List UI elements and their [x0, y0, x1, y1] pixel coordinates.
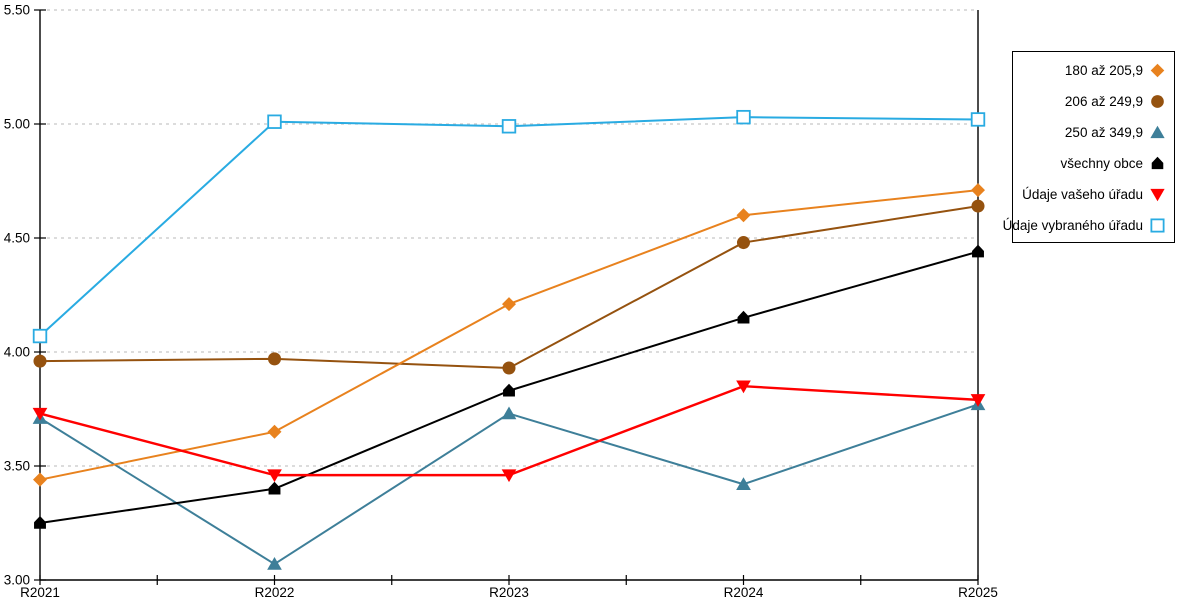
diamond-marker [736, 208, 751, 223]
diamond-marker [1150, 63, 1165, 78]
open-square-marker [501, 119, 517, 134]
x-tick-label: R2023 [489, 585, 529, 600]
circle-marker [267, 352, 282, 366]
legend-label: 206 až 249,9 [1064, 94, 1143, 109]
triangle-up-marker [501, 406, 517, 420]
open-square-marker [736, 109, 751, 125]
circle-legend-icon [1151, 95, 1164, 108]
diamond-marker [33, 472, 47, 487]
y-tick-label: 4.50 [4, 231, 30, 246]
y-tick-label: 3.50 [4, 459, 30, 474]
circle-marker [1151, 95, 1164, 108]
pentagon-marker [34, 516, 46, 529]
y-tick-label: 5.50 [4, 3, 30, 18]
legend: 180 až 205,9 206 až 249,9 250 až 349,9 všec… [1003, 51, 1175, 243]
legend-item: 180 až 205,9 [1013, 55, 1165, 86]
triangle-down-marker [1150, 188, 1165, 202]
pentagon-marker [503, 383, 515, 397]
pentagon-marker [268, 481, 281, 495]
open-square-marker [267, 114, 282, 129]
diamond-legend-icon [1150, 63, 1165, 78]
x-tick-label: R2025 [958, 585, 998, 600]
triangle-down-marker [970, 394, 986, 407]
triangle-down-marker [267, 469, 282, 483]
legend-item: 250 až 349,9 [1013, 117, 1165, 148]
y-tick-label: 3.00 [4, 573, 30, 588]
open-square-marker [1150, 218, 1165, 233]
triangle-down-marker [501, 469, 517, 483]
legend-label: Údaje vybraného úřadu [1002, 218, 1143, 233]
open-square-marker [32, 328, 48, 344]
x-tick-label: R2022 [255, 585, 295, 600]
x-tick-label: R2021 [20, 585, 60, 600]
pentagon-marker [737, 310, 750, 324]
y-tick-label: 4.00 [4, 345, 30, 360]
legend-item: 206 až 249,9 [1013, 86, 1165, 117]
pentagon-marker [972, 244, 984, 258]
circle-marker [736, 236, 751, 250]
triangle-up-marker [267, 557, 282, 570]
series-line [39, 189, 979, 481]
diamond-marker [267, 424, 282, 439]
triangle-down-marker [736, 380, 751, 394]
legend-item: Údaje vybraného úřadu [1003, 210, 1165, 241]
triangle-up-marker [736, 477, 751, 490]
legend-label: 180 až 205,9 [1064, 63, 1143, 78]
open-square-legend-icon [1150, 218, 1165, 233]
triangle-up-marker [1150, 125, 1165, 139]
triangle-up-legend-icon [1150, 125, 1165, 139]
circle-marker [971, 199, 985, 213]
open-square-marker [970, 112, 986, 127]
series-line [39, 403, 979, 566]
pentagon-marker [1151, 156, 1164, 170]
pentagon-legend-icon [1151, 156, 1164, 170]
x-tick-label: R2024 [724, 585, 764, 600]
legend-label: 250 až 349,9 [1064, 125, 1143, 140]
circle-marker [33, 354, 47, 368]
diamond-marker [502, 297, 516, 312]
triangle-down-legend-icon [1150, 188, 1165, 202]
series-line [38, 385, 980, 477]
triangle-down-marker [32, 407, 48, 421]
legend-item: všechny obce [1013, 148, 1165, 179]
y-tick-label: 5.00 [4, 117, 30, 132]
series-line [39, 205, 979, 369]
legend-item: Údaje vašeho úřadu [1013, 179, 1165, 210]
diamond-marker [971, 183, 985, 198]
legend-label: Údaje vašeho úřadu [1022, 187, 1143, 202]
legend-label: všechny obce [1060, 156, 1143, 171]
circle-marker [502, 361, 516, 375]
